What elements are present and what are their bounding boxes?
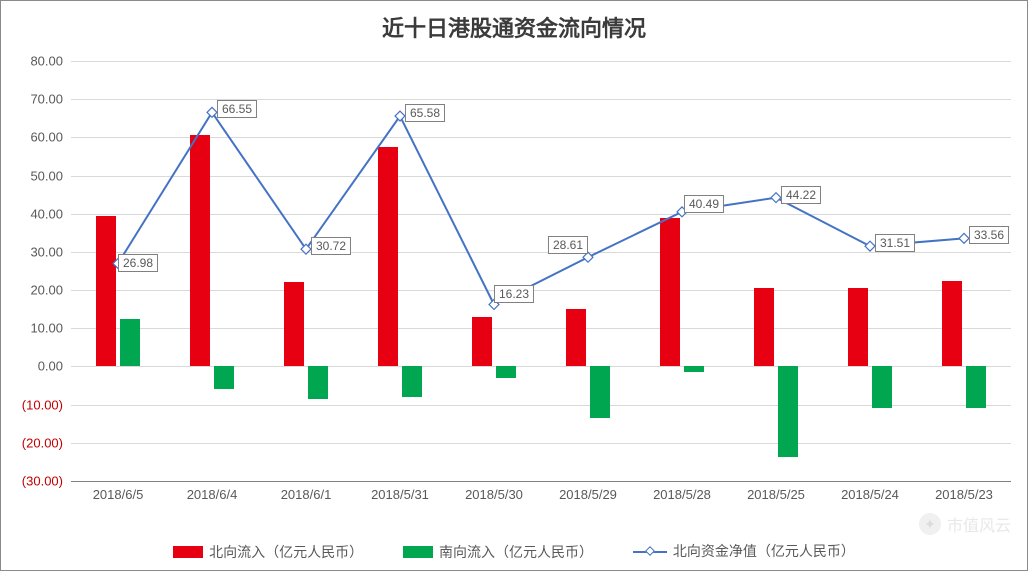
y-axis-label: 80.00: [30, 54, 71, 69]
data-label: 40.49: [684, 195, 724, 213]
line-layer: [71, 61, 1011, 481]
plot-area: (30.00)(20.00)(10.00)0.0010.0020.0030.00…: [71, 61, 1011, 481]
data-label: 26.98: [118, 254, 158, 272]
y-axis-label: (10.00): [22, 397, 71, 412]
y-axis-label: 10.00: [30, 321, 71, 336]
data-label: 30.72: [311, 237, 351, 255]
data-label: 31.51: [875, 234, 915, 252]
watermark-icon: ✦: [919, 513, 941, 535]
chart-container: 近十日港股通资金流向情况 (30.00)(20.00)(10.00)0.0010…: [0, 0, 1028, 571]
x-axis-label: 2018/6/5: [93, 481, 144, 502]
x-axis-label: 2018/5/24: [841, 481, 899, 502]
data-label: 28.61: [548, 236, 588, 254]
y-axis-label: 50.00: [30, 168, 71, 183]
data-label: 33.56: [969, 226, 1009, 244]
x-axis-label: 2018/5/23: [935, 481, 993, 502]
x-axis-label: 2018/5/25: [747, 481, 805, 502]
y-axis-label: (30.00): [22, 474, 71, 489]
y-axis-label: 30.00: [30, 244, 71, 259]
y-axis-label: 40.00: [30, 206, 71, 221]
y-axis-label: 70.00: [30, 92, 71, 107]
legend-label: 北向资金净值（亿元人民币）: [673, 541, 855, 561]
legend-label: 北向流入（亿元人民币）: [209, 542, 363, 562]
data-label: 44.22: [781, 186, 821, 204]
legend-swatch: [173, 546, 203, 558]
watermark: ✦ 市值风云: [919, 512, 1011, 536]
x-axis-label: 2018/6/1: [281, 481, 332, 502]
x-axis-label: 2018/5/29: [559, 481, 617, 502]
legend: 北向流入（亿元人民币） 南向流入（亿元人民币） 北向资金净值（亿元人民币）: [1, 541, 1027, 562]
legend-swatch: [403, 546, 433, 558]
y-axis-label: 20.00: [30, 283, 71, 298]
legend-item: 北向资金净值（亿元人民币）: [633, 541, 855, 561]
y-axis-label: (20.00): [22, 435, 71, 450]
x-axis-label: 2018/5/28: [653, 481, 711, 502]
data-label: 65.58: [405, 104, 445, 122]
x-axis-label: 2018/5/30: [465, 481, 523, 502]
legend-label: 南向流入（亿元人民币）: [439, 542, 593, 562]
data-label: 66.55: [217, 100, 257, 118]
legend-item: 北向流入（亿元人民币）: [173, 542, 363, 562]
watermark-text: 市值风云: [947, 512, 1011, 536]
data-label: 16.23: [494, 285, 534, 303]
legend-line-swatch: [633, 544, 667, 558]
y-axis-label: 60.00: [30, 130, 71, 145]
chart-title: 近十日港股通资金流向情况: [1, 1, 1027, 43]
x-axis-label: 2018/5/31: [371, 481, 429, 502]
x-axis-label: 2018/6/4: [187, 481, 238, 502]
y-axis-label: 0.00: [38, 359, 71, 374]
legend-item: 南向流入（亿元人民币）: [403, 542, 593, 562]
